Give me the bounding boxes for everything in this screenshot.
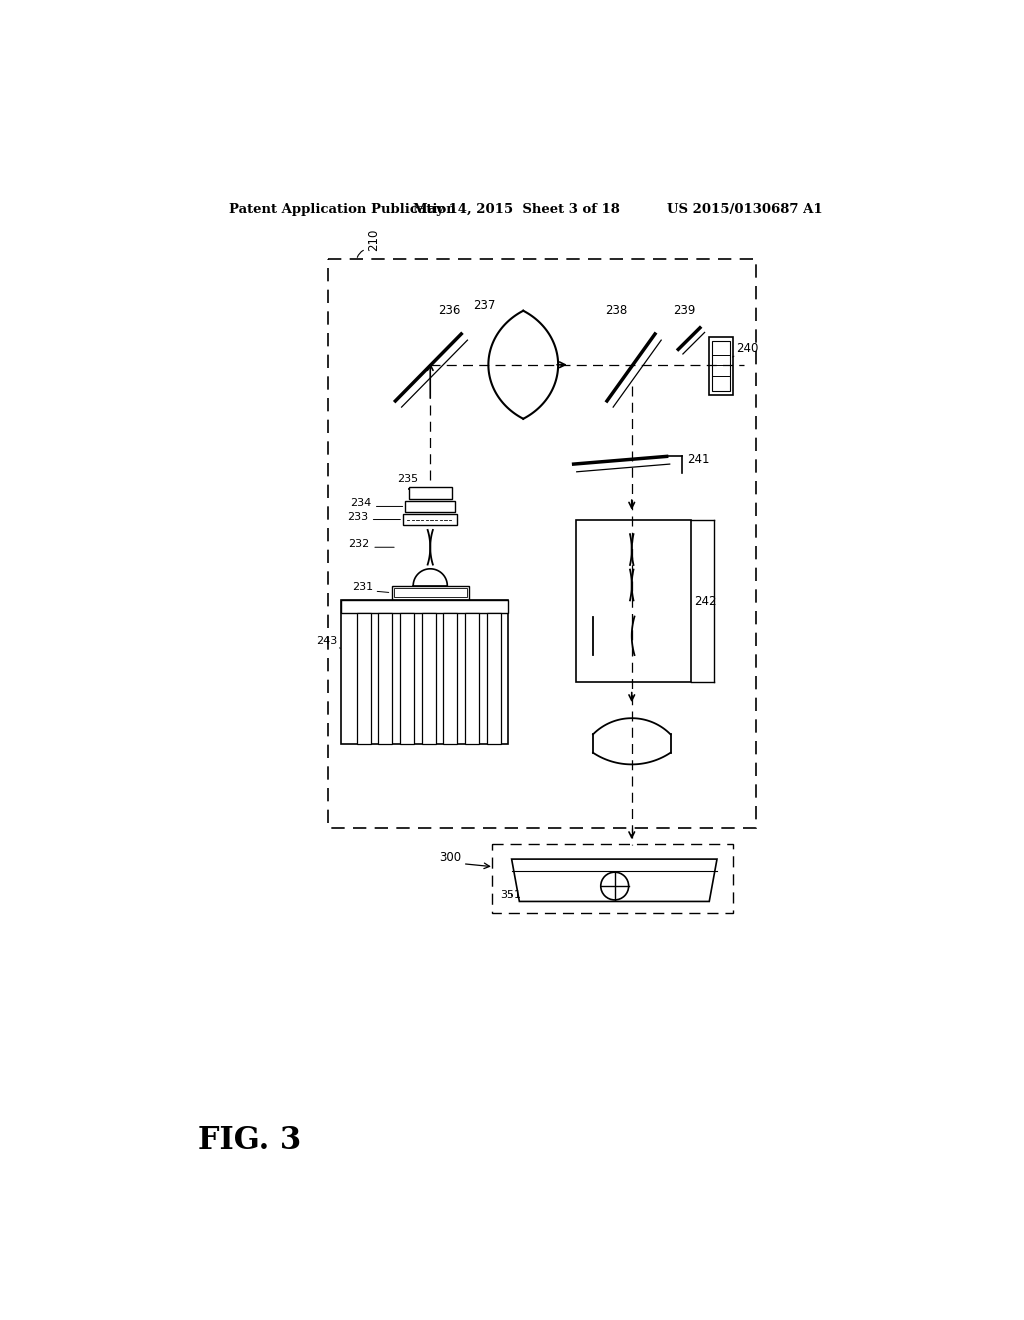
Bar — [443, 614, 458, 743]
Text: 300: 300 — [439, 851, 461, 865]
Text: 210: 210 — [367, 228, 380, 251]
Text: 242: 242 — [693, 594, 716, 607]
Bar — [465, 614, 479, 743]
Bar — [409, 487, 452, 499]
Text: US 2015/0130687 A1: US 2015/0130687 A1 — [667, 203, 822, 216]
Text: 236: 236 — [438, 304, 461, 317]
Text: May 14, 2015  Sheet 3 of 18: May 14, 2015 Sheet 3 of 18 — [414, 203, 621, 216]
Text: 351: 351 — [500, 890, 521, 900]
Bar — [391, 586, 469, 599]
Text: 237: 237 — [473, 300, 496, 313]
Bar — [422, 614, 435, 743]
Bar — [341, 599, 508, 743]
Bar — [378, 614, 392, 743]
Text: 233: 233 — [347, 512, 369, 521]
Polygon shape — [512, 859, 717, 902]
Bar — [406, 502, 455, 512]
Bar — [356, 614, 371, 743]
Text: 238: 238 — [605, 304, 628, 317]
Bar — [394, 589, 467, 597]
Bar — [493, 843, 732, 913]
Text: 239: 239 — [673, 304, 695, 317]
Bar — [575, 520, 690, 682]
Text: 241: 241 — [687, 453, 710, 466]
Text: FIG. 3: FIG. 3 — [198, 1125, 301, 1156]
Text: 243: 243 — [316, 635, 337, 645]
Bar — [712, 341, 730, 391]
Bar — [400, 614, 414, 743]
Text: 235: 235 — [397, 474, 418, 484]
Bar — [328, 259, 756, 829]
Text: Patent Application Publication: Patent Application Publication — [228, 203, 456, 216]
Text: 234: 234 — [350, 499, 372, 508]
Text: 231: 231 — [352, 582, 373, 591]
Text: 232: 232 — [348, 540, 370, 549]
Text: 240: 240 — [736, 342, 759, 355]
Bar — [486, 614, 501, 743]
Bar — [403, 515, 458, 525]
Bar — [710, 337, 732, 395]
Bar — [341, 599, 508, 614]
